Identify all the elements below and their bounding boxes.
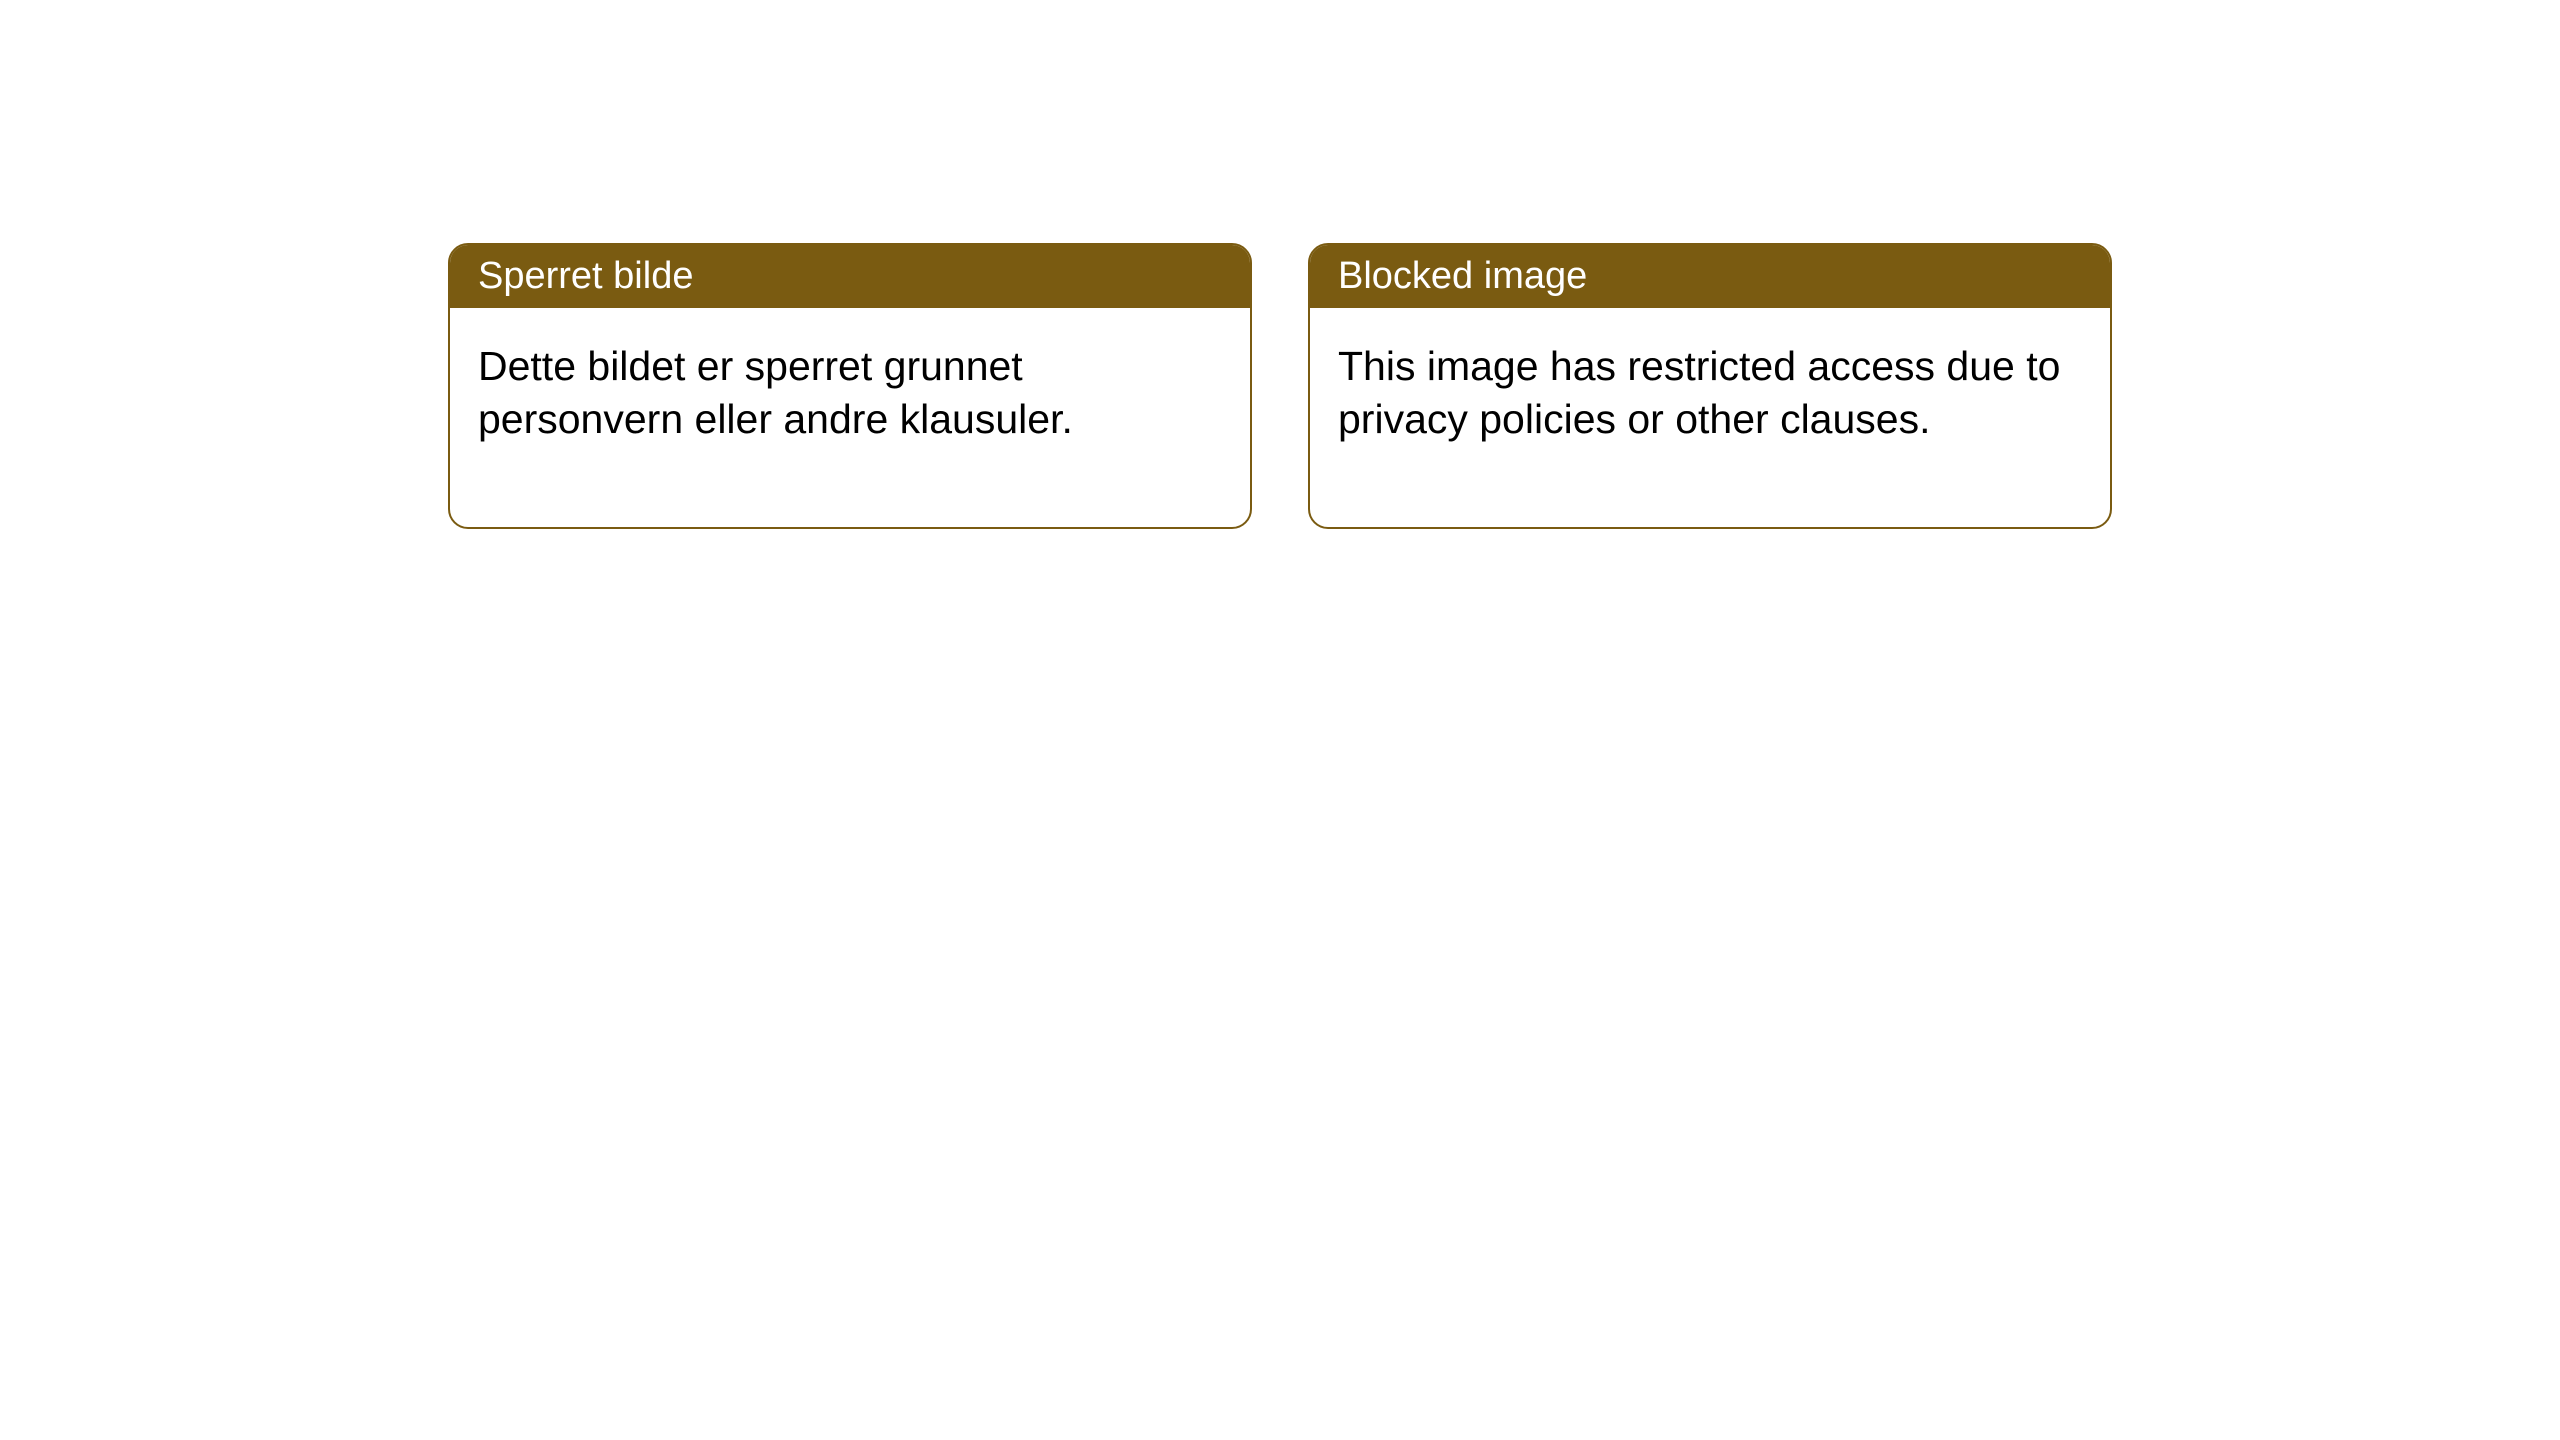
notice-container: Sperret bilde Dette bildet er sperret gr… xyxy=(448,243,2112,529)
notice-message: Dette bildet er sperret grunnet personve… xyxy=(478,343,1073,442)
notice-box-norwegian: Sperret bilde Dette bildet er sperret gr… xyxy=(448,243,1252,529)
notice-title: Sperret bilde xyxy=(478,255,693,297)
notice-title: Blocked image xyxy=(1338,255,1587,297)
notice-body: This image has restricted access due to … xyxy=(1310,308,2110,527)
notice-message: This image has restricted access due to … xyxy=(1338,343,2060,442)
notice-header: Blocked image xyxy=(1310,245,2110,308)
notice-header: Sperret bilde xyxy=(450,245,1250,308)
notice-box-english: Blocked image This image has restricted … xyxy=(1308,243,2112,529)
notice-body: Dette bildet er sperret grunnet personve… xyxy=(450,308,1250,527)
